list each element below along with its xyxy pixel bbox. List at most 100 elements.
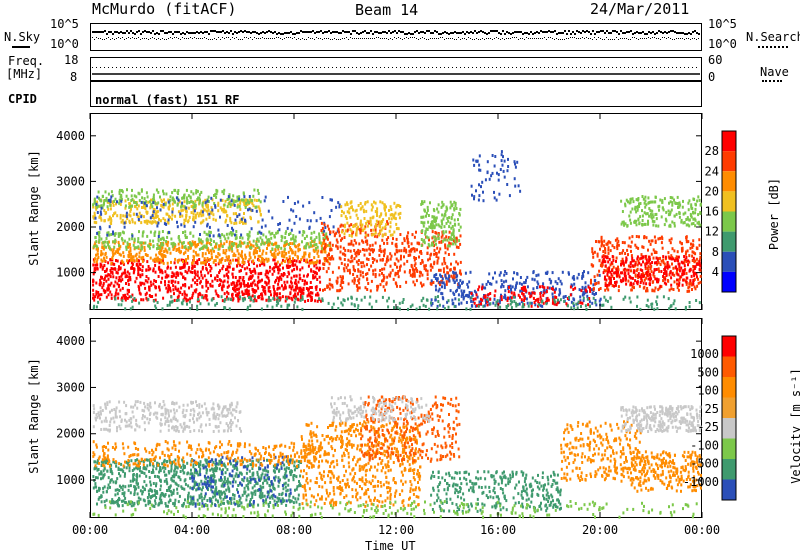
data-cell	[249, 246, 251, 250]
data-cell	[588, 297, 591, 300]
data-cell	[675, 212, 678, 216]
data-cell	[235, 293, 237, 297]
data-cell	[321, 297, 324, 301]
data-cell	[318, 266, 321, 270]
data-cell	[676, 282, 678, 286]
data-cell	[124, 307, 127, 311]
data-cell	[425, 214, 427, 218]
data-cell	[247, 236, 250, 240]
data-cell	[166, 235, 169, 239]
data-cell	[192, 225, 195, 229]
data-cell	[371, 233, 374, 237]
data-cell	[367, 282, 370, 285]
data-cell	[254, 205, 257, 209]
data-cell	[115, 202, 117, 206]
data-cell	[233, 203, 236, 207]
data-cell	[230, 282, 233, 286]
data-cell	[354, 252, 357, 255]
data-cell	[302, 291, 305, 295]
data-cell	[690, 206, 693, 210]
data-cell	[126, 241, 129, 245]
data-cell	[238, 291, 241, 295]
data-cell	[312, 274, 315, 278]
data-cell	[654, 213, 657, 216]
data-cell	[254, 246, 257, 250]
data-cell	[201, 254, 204, 258]
data-cell	[647, 265, 650, 269]
data-cell	[433, 260, 436, 264]
data-cell	[633, 270, 635, 274]
data-cell	[425, 268, 428, 272]
data-cell	[152, 282, 155, 286]
data-cell	[154, 304, 157, 308]
data-cell	[589, 289, 592, 293]
data-cell	[126, 288, 129, 292]
data-cell	[153, 279, 156, 283]
data-cell	[212, 213, 215, 217]
data-cell	[121, 296, 123, 300]
data-cell	[207, 212, 209, 216]
data-cell	[211, 502, 214, 506]
data-cell	[248, 263, 250, 267]
data-cell	[128, 252, 131, 256]
data-cell	[337, 307, 340, 310]
data-cell	[469, 270, 472, 274]
data-cell	[453, 222, 456, 226]
data-cell	[631, 259, 634, 263]
data-cell	[129, 214, 132, 218]
data-cell	[247, 208, 249, 212]
data-cell	[349, 242, 352, 246]
data-cell	[616, 237, 619, 241]
data-cell	[233, 288, 235, 292]
data-cell	[202, 213, 205, 217]
data-cell	[284, 284, 287, 287]
data-cell	[496, 171, 498, 175]
data-cell	[192, 200, 195, 204]
data-cell	[429, 201, 431, 205]
data-cell	[196, 211, 199, 215]
data-cell	[283, 247, 286, 251]
data-cell	[326, 254, 329, 258]
data-cell	[677, 262, 680, 266]
data-cell	[502, 169, 505, 173]
data-cell	[178, 238, 181, 242]
data-cell	[197, 237, 200, 241]
data-cell	[217, 203, 220, 207]
data-cell	[437, 210, 440, 214]
data-cell	[309, 219, 312, 223]
data-cell	[663, 262, 666, 266]
data-cell	[479, 297, 482, 301]
data-cell	[168, 230, 170, 234]
data-cell	[601, 255, 604, 259]
data-cell	[185, 188, 188, 192]
data-cell	[265, 235, 268, 239]
data-cell	[367, 258, 370, 261]
data-cell	[531, 277, 534, 281]
data-cell	[516, 303, 519, 307]
data-cell	[167, 200, 170, 204]
data-cell	[493, 190, 495, 194]
data-cell	[94, 241, 97, 245]
data-cell	[239, 295, 242, 299]
data-cell	[381, 267, 384, 271]
data-cell	[259, 236, 262, 240]
data-cell	[148, 288, 151, 292]
data-cell	[230, 298, 233, 301]
data-cell	[569, 293, 572, 297]
data-cell	[653, 307, 656, 311]
data-cell	[592, 296, 595, 300]
data-cell	[595, 240, 597, 243]
data-cell	[445, 265, 448, 269]
data-cell	[236, 245, 239, 248]
data-cell	[114, 238, 117, 242]
data-cell	[685, 282, 688, 286]
data-cell	[393, 216, 396, 220]
data-cell	[185, 215, 188, 219]
data-cell	[418, 242, 421, 246]
data-cell	[96, 211, 99, 214]
data-cell	[155, 306, 158, 310]
data-cell	[238, 204, 241, 208]
data-cell	[301, 255, 304, 259]
data-cell	[350, 205, 353, 209]
data-cell	[684, 252, 687, 256]
